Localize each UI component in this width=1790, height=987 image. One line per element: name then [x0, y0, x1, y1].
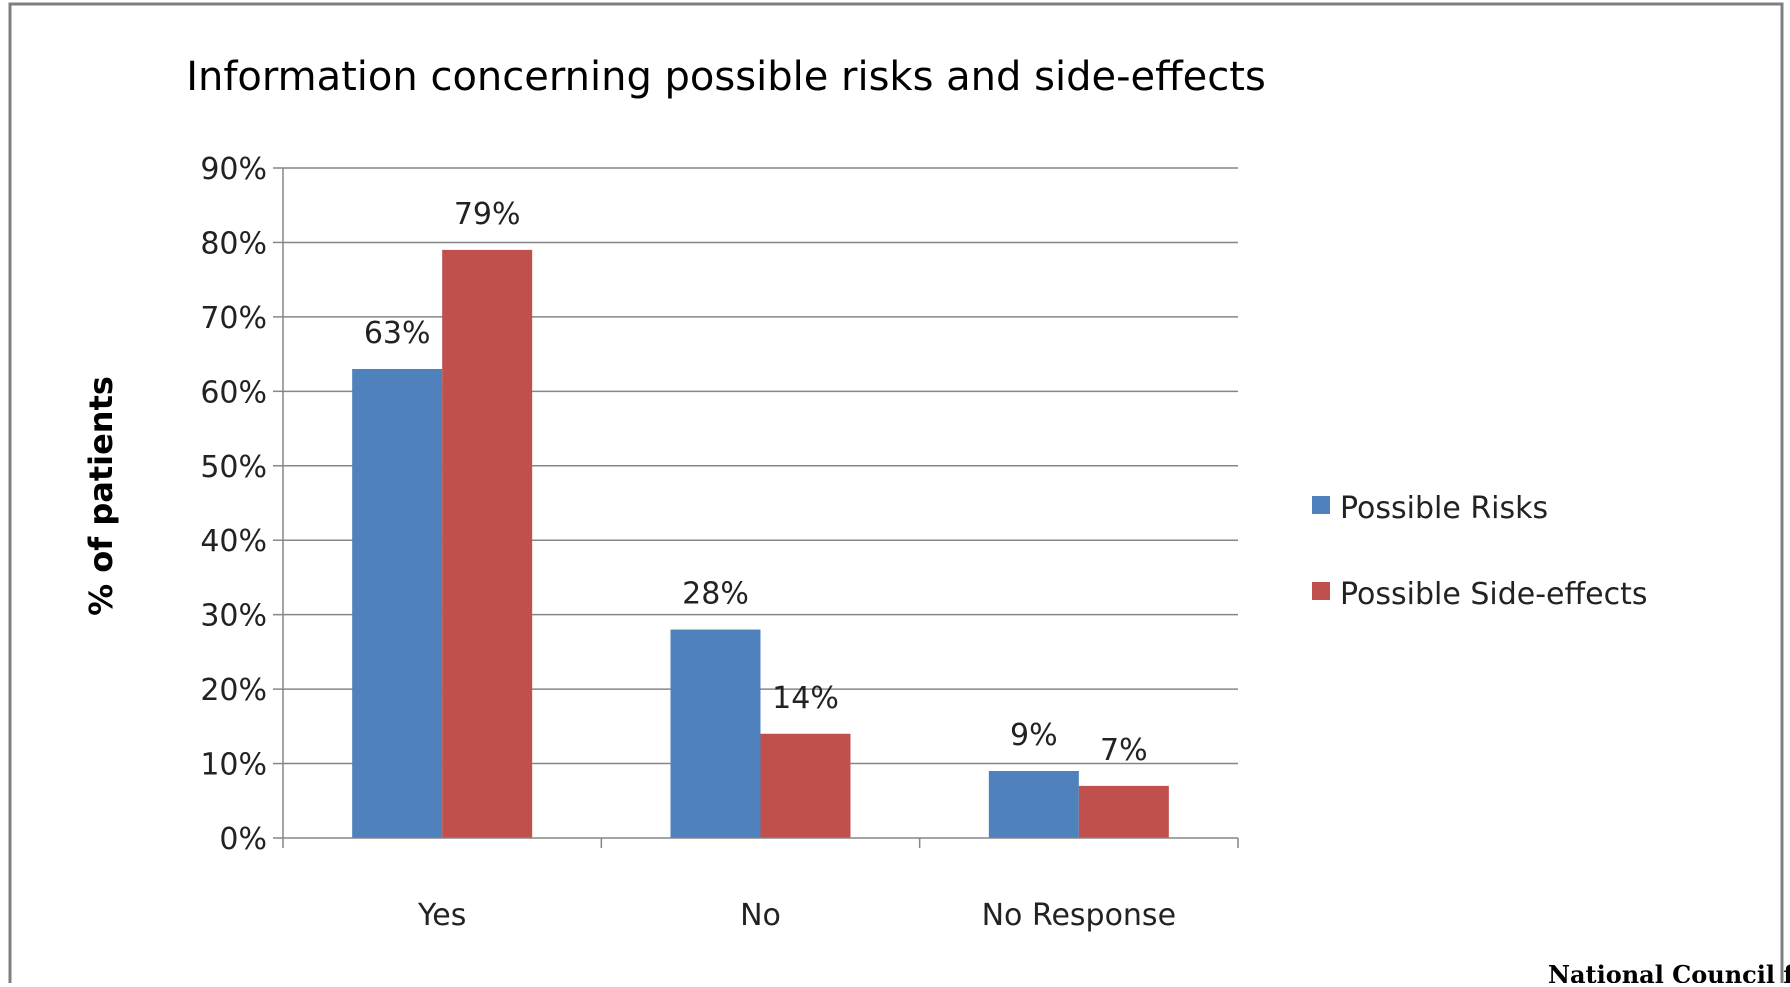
y-tick-label-0: 0% [219, 822, 267, 857]
bar-possible-side-effects-yes [442, 250, 532, 838]
legend-label-possible-side-effects: Possible Side-effects [1340, 577, 1648, 612]
y-tick-label-70: 70% [200, 301, 267, 336]
y-tick-label-30: 30% [200, 599, 267, 634]
legend-swatch-possible-risks [1312, 496, 1330, 514]
data-label-possible-side-effects-no: 14% [772, 681, 839, 716]
x-category-label-no-response: No Response [982, 898, 1176, 933]
y-tick-label-60: 60% [200, 375, 267, 410]
bar-possible-risks-yes [352, 369, 442, 838]
legend-swatch-possible-side-effects [1312, 582, 1330, 600]
data-label-possible-risks-yes: 63% [364, 316, 431, 351]
footer-text: National Council f [1548, 960, 1790, 983]
bar-possible-side-effects-no-response [1079, 786, 1169, 838]
data-label-possible-side-effects-yes: 79% [454, 197, 521, 232]
y-tick-label-80: 80% [200, 226, 267, 261]
chart-title: Information concerning possible risks an… [186, 54, 1266, 100]
data-label-possible-side-effects-no-response: 7% [1100, 733, 1148, 768]
x-category-label-yes: Yes [417, 898, 466, 933]
data-label-possible-risks-no-response: 9% [1010, 718, 1058, 753]
y-tick-label-40: 40% [200, 524, 267, 559]
legend-label-possible-risks: Possible Risks [1340, 491, 1548, 526]
x-category-label-no: No [740, 898, 781, 933]
bar-possible-risks-no [671, 630, 761, 838]
bar-possible-risks-no-response [989, 771, 1079, 838]
y-tick-label-50: 50% [200, 450, 267, 485]
y-axis-label: % of patients [82, 376, 120, 616]
bar-possible-side-effects-no [761, 734, 851, 838]
y-tick-label-90: 90% [200, 152, 267, 187]
y-tick-label-20: 20% [200, 673, 267, 708]
data-label-possible-risks-no: 28% [682, 577, 749, 612]
y-tick-label-10: 10% [200, 748, 267, 783]
